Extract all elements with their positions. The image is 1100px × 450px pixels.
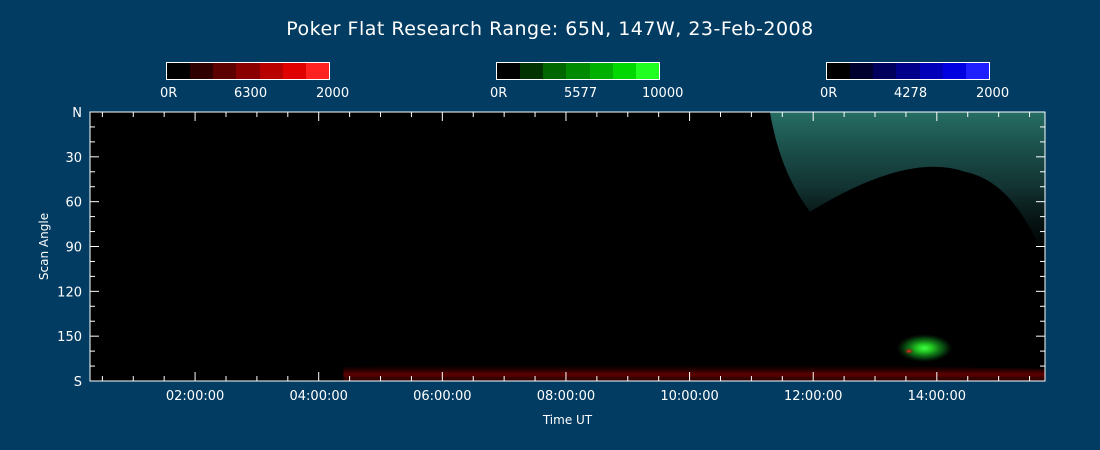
y-tick-label: 120 [57, 285, 82, 300]
colorbar-segment [635, 63, 659, 79]
colorbar-6300-max-label: 2000 [316, 86, 350, 101]
colorbar-segment [612, 63, 636, 79]
colorbar-5577-wavelength-label: 5577 [564, 86, 598, 101]
colorbar-segment [873, 63, 897, 79]
colorbar-4278 [826, 62, 990, 80]
colorbar-segment [942, 63, 966, 79]
aurora-green-spot [896, 334, 953, 363]
colorbar-5577-max-label: 10000 [642, 86, 684, 101]
colorbar-segment [167, 63, 191, 79]
colorbar-segment [543, 63, 567, 79]
aurora-arc [769, 112, 1045, 262]
x-tick-label: 06:00:00 [413, 389, 471, 404]
colorbar-segment [282, 63, 306, 79]
colorbar-4278-wavelength-label: 4278 [894, 86, 928, 101]
chart-title: Poker Flat Research Range: 65N, 147W, 23… [286, 18, 814, 40]
x-axis-label: Time UT [542, 413, 593, 427]
y-tick-label: N [72, 106, 82, 121]
x-tick-label: 12:00:00 [784, 389, 842, 404]
colorbar-6300-min-label: 0R [160, 86, 178, 101]
colorbar-segment [520, 63, 544, 79]
colorbar-segment [190, 63, 214, 79]
colorbar-segment [213, 63, 237, 79]
colorbar-segment [919, 63, 943, 79]
colorbar-segment [850, 63, 874, 79]
colorbar-5577 [496, 62, 660, 80]
x-tick-label: 08:00:00 [537, 389, 595, 404]
colorbar-segment [965, 63, 989, 79]
colorbar-segment [305, 63, 329, 79]
colorbar-segment [827, 63, 851, 79]
colorbar-segment [497, 63, 521, 79]
colorbar-segment [896, 63, 920, 79]
x-tick-label: 14:00:00 [908, 389, 966, 404]
colorbar-segment [566, 63, 590, 79]
x-tick-label: 02:00:00 [166, 389, 224, 404]
y-tick-label: 30 [65, 151, 82, 166]
y-tick-label: 60 [65, 196, 82, 211]
x-tick-label: 10:00:00 [660, 389, 718, 404]
colorbar-6300 [166, 62, 330, 80]
colorbar-segment [259, 63, 283, 79]
colorbar-segment [589, 63, 613, 79]
colorbar-segment [236, 63, 260, 79]
y-tick-label: 90 [65, 241, 82, 256]
y-tick-label: S [74, 375, 82, 390]
colorbar-5577-min-label: 0R [490, 86, 508, 101]
y-tick-label: 150 [57, 330, 82, 345]
aurora-red-spot [904, 348, 915, 355]
colorbar-6300-wavelength-label: 6300 [234, 86, 268, 101]
x-tick-label: 04:00:00 [290, 389, 348, 404]
y-axis-label: Scan Angle [37, 213, 51, 280]
colorbar-4278-min-label: 0R [820, 86, 838, 101]
aurora-red-band [343, 364, 1045, 381]
colorbar-4278-max-label: 2000 [976, 86, 1010, 101]
